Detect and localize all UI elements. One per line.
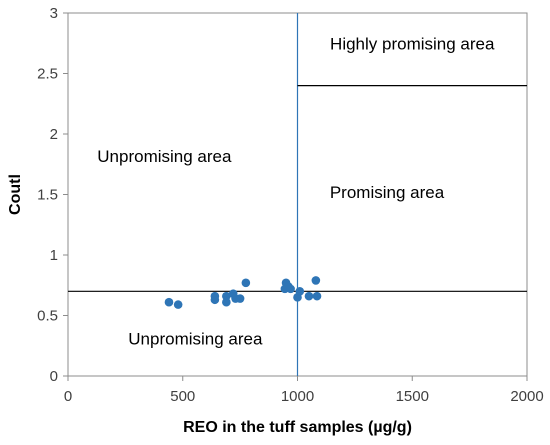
region-label: Unpromising area [97, 147, 232, 166]
region-label: Unpromising area [128, 330, 263, 349]
data-point [164, 297, 174, 307]
x-tick-label: 2000 [510, 388, 543, 405]
x-tick-label: 500 [170, 388, 195, 405]
data-point [304, 291, 314, 301]
data-point [241, 278, 251, 288]
data-point [235, 294, 245, 303]
x-tick-label: 1500 [396, 388, 429, 405]
y-tick-label: 2.5 [37, 66, 58, 83]
data-point [173, 300, 183, 309]
data-point [295, 287, 305, 296]
data-point [222, 291, 231, 301]
data-point [312, 291, 322, 301]
y-axis-ticks: 0 0.5 1 1.5 2 2.5 3 [37, 5, 68, 385]
y-tick-label: 0.5 [37, 308, 58, 325]
region-label: Highly promising area [330, 34, 495, 53]
region-annotations: Highly promising area Unpromising area Pro… [97, 34, 495, 348]
x-axis-title: REO in the tuff samples (µg/g) [183, 419, 412, 436]
y-tick-label: 0 [50, 368, 58, 385]
x-axis-ticks: 0 500 1000 1500 2000 [64, 376, 544, 405]
data-point [311, 276, 321, 285]
region-label: Promising area [330, 183, 445, 202]
y-axis-title: Coutl [7, 174, 24, 215]
y-tick-label: 1.5 [37, 187, 58, 204]
data-point [286, 284, 295, 294]
reference-lines [68, 13, 527, 376]
y-tick-label: 3 [50, 5, 58, 22]
y-tick-label: 2 [50, 126, 58, 143]
y-tick-label: 1 [50, 247, 58, 264]
x-tick-label: 1000 [281, 388, 314, 405]
data-point [222, 297, 231, 307]
data-point [210, 295, 220, 305]
data-points [164, 276, 322, 309]
x-tick-label: 0 [64, 388, 72, 405]
